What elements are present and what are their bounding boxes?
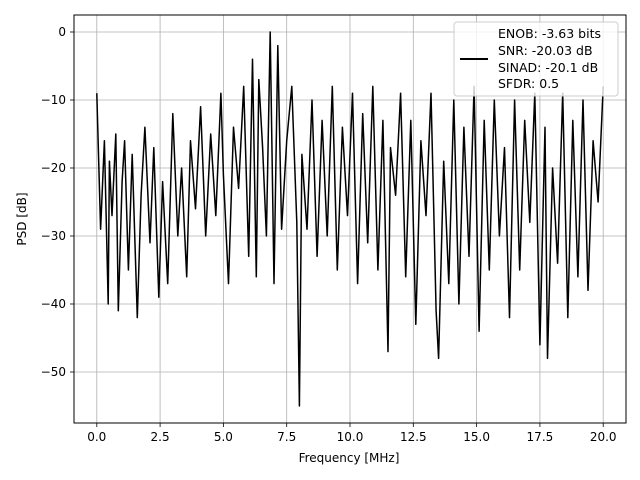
legend: ENOB: -3.63 bits SNR: -20.03 dB SINAD: -… <box>453 21 619 97</box>
y-tick-label: −50 <box>41 365 66 379</box>
x-axis-ticks: 0.0 2.5 5.0 7.5 10.0 12.5 15.0 17.5 20.0 <box>87 423 617 444</box>
y-axis-label: PSD [dB] <box>15 192 29 245</box>
y-tick-label: −40 <box>41 297 66 311</box>
legend-line-enob: ENOB: -3.63 bits <box>498 26 601 41</box>
x-tick-label: 17.5 <box>527 430 554 444</box>
y-axis-ticks: 0 −10 −20 −30 −40 −50 <box>41 25 74 379</box>
x-tick-label: 7.5 <box>277 430 296 444</box>
y-tick-label: −20 <box>41 161 66 175</box>
legend-line-snr: SNR: -20.03 dB <box>498 43 593 58</box>
x-tick-label: 0.0 <box>87 430 106 444</box>
x-tick-label: 15.0 <box>463 430 490 444</box>
x-tick-label: 5.0 <box>214 430 233 444</box>
x-tick-label: 20.0 <box>590 430 617 444</box>
y-tick-label: 0 <box>58 25 66 39</box>
y-tick-label: −30 <box>41 229 66 243</box>
x-tick-label: 12.5 <box>400 430 427 444</box>
legend-line-sfdr: SFDR: 0.5 <box>498 76 559 91</box>
x-axis-label: Frequency [MHz] <box>299 451 400 465</box>
series-layer <box>96 31 604 407</box>
x-tick-label: 10.0 <box>337 430 364 444</box>
y-tick-label: −10 <box>41 93 66 107</box>
x-tick-label: 2.5 <box>151 430 170 444</box>
legend-line-sinad: SINAD: -20.1 dB <box>498 60 598 75</box>
legend-box <box>453 21 619 97</box>
psd-series-line <box>96 31 604 407</box>
